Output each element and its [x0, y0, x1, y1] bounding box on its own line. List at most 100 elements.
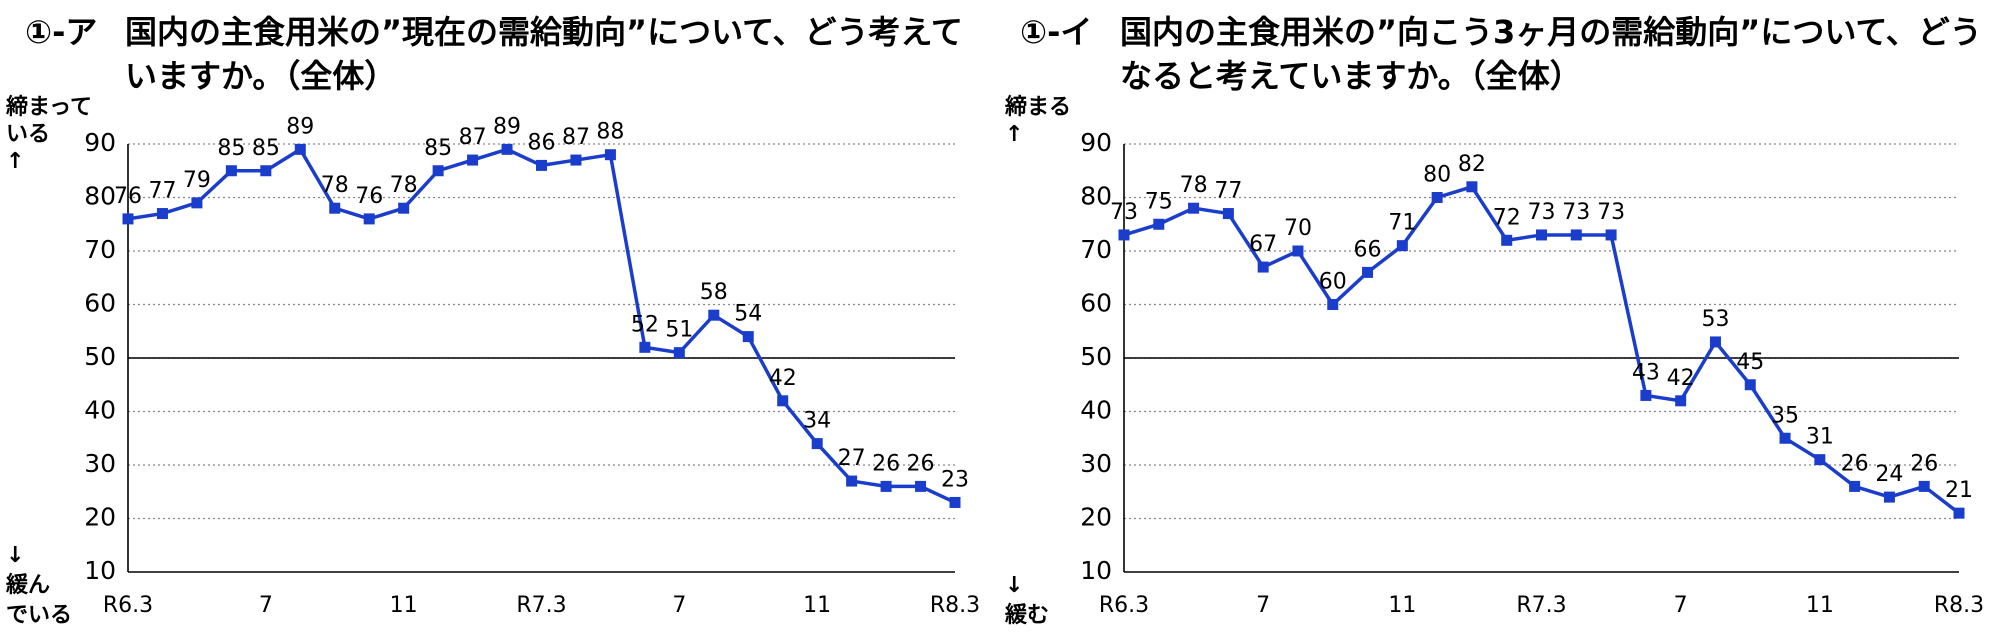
data-label: 67: [1249, 232, 1277, 257]
data-point: [915, 480, 927, 492]
chart-title: 国内の主食用米の”現在の需給動向”について、どう考えていますか。（全体）: [125, 13, 963, 95]
y-axis-note: ↑: [1005, 122, 1023, 147]
x-tick-label: 11: [803, 593, 831, 618]
title-prefix: ①-ア: [25, 13, 98, 51]
data-label: 78: [321, 173, 349, 198]
data-label: 26: [1841, 451, 1869, 476]
data-point: [467, 154, 479, 166]
data-point: [1814, 454, 1826, 466]
data-label: 73: [1597, 200, 1625, 225]
data-label: 78: [1180, 173, 1208, 198]
y-tick-label: 50: [1080, 342, 1112, 371]
data-label: 77: [1214, 179, 1242, 204]
y-tick-label: 50: [84, 342, 116, 371]
data-label: 87: [459, 125, 487, 150]
y-axis-note: いる: [6, 122, 50, 147]
data-label: 35: [1771, 403, 1799, 428]
data-label: 31: [1806, 425, 1834, 450]
data-label: 77: [148, 179, 176, 204]
title-prefix: ①-イ: [1020, 13, 1093, 51]
data-point: [1849, 480, 1861, 492]
data-point: [1709, 336, 1721, 348]
data-label: 80: [1423, 163, 1451, 188]
data-label: 70: [1284, 216, 1312, 241]
x-tick-label: R6.3: [1099, 593, 1149, 618]
data-point: [604, 149, 616, 161]
y-axis-note: でいる: [6, 603, 72, 628]
data-point: [1118, 229, 1130, 241]
data-point: [742, 331, 754, 343]
data-label: 54: [734, 302, 762, 327]
data-label: 78: [390, 173, 418, 198]
y-axis-note: 締まって: [5, 94, 92, 120]
data-label: 85: [217, 136, 245, 161]
y-tick-label: 90: [84, 128, 116, 157]
data-point: [191, 197, 203, 209]
data-point: [777, 395, 789, 407]
data-point: [708, 309, 720, 321]
data-point: [260, 165, 272, 177]
x-tick-label: 11: [390, 593, 418, 618]
y-axis-note: 緩む: [1005, 602, 1049, 628]
data-point: [398, 202, 410, 214]
data-point: [639, 341, 651, 353]
data-label: 82: [1458, 152, 1486, 177]
data-point: [1744, 379, 1756, 391]
data-label: 72: [1493, 205, 1521, 230]
x-tick-label: 7: [259, 593, 273, 618]
y-axis-note: ↓: [1005, 573, 1023, 598]
data-label: 75: [1145, 189, 1173, 214]
data-point: [1675, 395, 1687, 407]
y-tick-label: 80: [1080, 182, 1112, 211]
data-label: 23: [941, 467, 969, 492]
y-tick-label: 70: [1080, 235, 1112, 264]
data-label: 26: [907, 451, 935, 476]
data-label: 66: [1354, 237, 1382, 262]
x-tick-label: 11: [1806, 593, 1834, 618]
data-label: 76: [114, 184, 142, 209]
data-point: [432, 165, 444, 177]
data-label: 60: [1319, 270, 1347, 295]
data-point: [536, 159, 547, 171]
y-axis-note: ↓: [6, 543, 24, 568]
data-point: [1918, 480, 1930, 492]
data-label: 42: [1667, 366, 1695, 391]
x-tick-label: R7.3: [516, 593, 566, 618]
data-label: 26: [872, 451, 900, 476]
x-tick-label: 7: [1256, 593, 1270, 618]
data-point: [846, 475, 858, 487]
x-tick-label: R8.3: [930, 593, 980, 618]
data-label: 43: [1632, 360, 1660, 385]
data-label: 26: [1910, 451, 1938, 476]
data-point: [225, 165, 237, 177]
y-tick-label: 70: [84, 235, 116, 264]
chart-title: 国内の主食用米の”向こう3ヶ月の需給動向”について、どうなると考えていますか。（…: [1120, 13, 1982, 95]
data-label: 79: [183, 168, 211, 193]
data-point: [570, 154, 582, 166]
y-tick-label: 30: [84, 449, 116, 478]
data-label: 85: [252, 136, 280, 161]
y-tick-label: 40: [1080, 396, 1112, 425]
data-point: [1153, 218, 1165, 230]
data-point: [1605, 229, 1617, 241]
data-point: [1779, 432, 1791, 444]
data-label: 58: [700, 280, 728, 305]
data-point: [1257, 261, 1269, 273]
data-point: [501, 143, 513, 155]
y-tick-label: 30: [1080, 449, 1112, 478]
x-tick-label: R7.3: [1516, 593, 1566, 618]
x-tick-label: 11: [1388, 593, 1416, 618]
data-label: 73: [1562, 200, 1590, 225]
data-label: 73: [1528, 200, 1556, 225]
data-point: [156, 208, 168, 220]
y-tick-label: 10: [1080, 556, 1112, 585]
y-axis-note: ↑: [6, 149, 24, 174]
data-label: 34: [803, 409, 831, 434]
data-label: 89: [493, 114, 521, 139]
x-tick-label: R8.3: [1934, 593, 1984, 618]
data-point: [1883, 491, 1895, 503]
data-label: 71: [1388, 211, 1416, 236]
data-label: 27: [838, 446, 866, 471]
data-label: 52: [631, 312, 659, 337]
